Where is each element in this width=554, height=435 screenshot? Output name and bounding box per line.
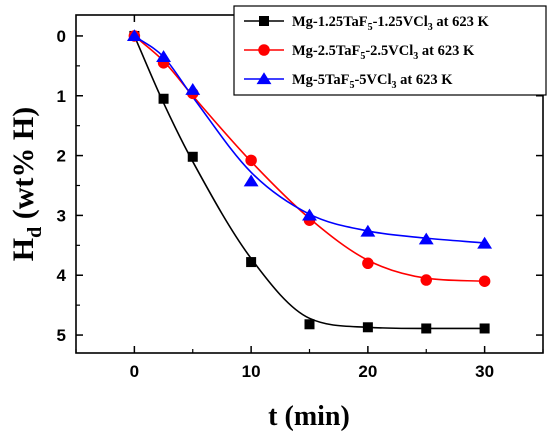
y-tick-label: 3 [57,206,66,225]
y-axis-title: Hd (wt% H) [7,107,46,261]
y-tick-label: 0 [57,27,66,46]
y-axis-title-rest: (wt% H) [7,107,40,227]
series-5-point [126,29,142,42]
series-5-point [185,83,201,95]
legend-items: Mg-1.25TaF5-1.25VCl3 at 623 K Mg-2.5TaF5-… [244,14,489,91]
y-tick-label: 2 [57,147,66,166]
x-tick-label: 10 [242,362,261,381]
legend-box [233,5,547,96]
y-axis-title-main: H [7,238,40,261]
data-markers [126,29,493,334]
series-5-point [243,174,259,187]
series-5-point [477,236,493,249]
series-1.25-point [362,322,373,333]
series-1.25-point [479,323,490,334]
legend-label: Mg-2.5TaF5-2.5VCl3 at 623 K [292,43,475,62]
x-axis-title: t (min) [268,401,350,432]
series-1.25-point [421,323,432,334]
series-5-point [418,232,434,245]
y-tick-label: 5 [57,326,66,345]
x-tick-label: 30 [475,362,494,381]
series-2.5-point [245,154,257,167]
y-tick-label: 1 [57,87,66,106]
series-1.25-point [246,257,257,268]
series-2.5-point [420,274,432,286]
legend-label: Mg-1.25TaF5-1.25VCl3 at 623 K [292,14,489,33]
series-5-point [156,50,171,62]
legend-marker [256,72,272,85]
series-2.5-point [362,257,374,270]
y-axis-title-sub: d [24,227,46,238]
series-2.5-point [478,275,491,287]
series-1.25-point [187,151,198,162]
legend-marker [259,16,269,26]
series-1.25-point [158,93,169,104]
legend-label: Mg-5TaF5-5VCl3 at 623 K [292,72,453,91]
x-tick-label: 0 [130,362,139,381]
series-5-point [360,224,376,237]
series-1.25-fit-line [133,35,485,330]
series-5-point [302,208,317,221]
legend-marker [258,44,270,56]
series-1.25-point [304,319,315,330]
series-2.5-fit-line [133,35,485,283]
legend: Mg-1.25TaF5-1.25VCl3 at 623 K Mg-2.5TaF5-… [233,5,547,96]
y-tick-label: 4 [57,266,67,285]
x-tick-label: 20 [358,362,377,381]
